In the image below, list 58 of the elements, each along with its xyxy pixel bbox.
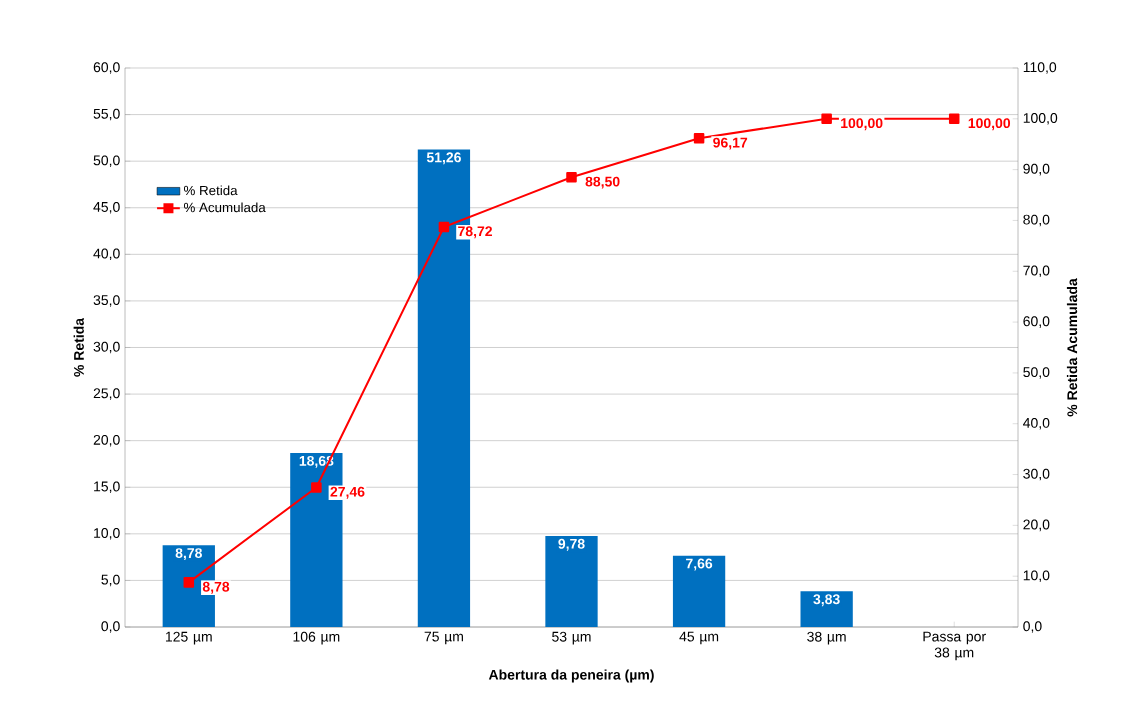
data-label: 51,26	[426, 152, 461, 165]
y-tick-label: 10,0	[94, 528, 120, 540]
x-tick-label: 75 µm	[424, 631, 463, 645]
y2-tick-label: 100,0	[1023, 113, 1058, 125]
point	[311, 482, 322, 493]
y2-tick-label: 80,0	[1023, 214, 1050, 227]
y2-tick-label: 20,0	[1023, 519, 1050, 532]
x-tick-label: 125 µm	[165, 631, 212, 645]
bar	[545, 535, 598, 627]
y2-axis-title: % Retida Acumulada	[1066, 278, 1078, 417]
y-tick-label: 20,0	[93, 434, 120, 447]
point	[821, 113, 832, 125]
legend-label: % Acumulada	[183, 202, 266, 213]
y-tick-label: 25,0	[93, 388, 120, 400]
x-tick-label: 45 µm	[679, 631, 719, 645]
x-tick-label: 106 µm	[293, 631, 340, 645]
data-label: 9,78	[558, 538, 585, 551]
x-tick-label: Passa por 38 µm	[923, 631, 986, 661]
legend-label: % Retida	[183, 185, 238, 196]
data-label: 96,17	[713, 137, 748, 150]
point	[183, 577, 195, 588]
data-label: 100,00	[968, 118, 1011, 131]
point	[438, 221, 450, 233]
y2-tick-label: 0,0	[1023, 621, 1042, 633]
data-label: 27,46	[330, 486, 365, 499]
y-tick-label: 5,0	[101, 574, 120, 587]
y-tick-label: 55,0	[93, 108, 120, 121]
y-tick-label: 0,0	[101, 621, 120, 633]
y-tick-label: 40,0	[93, 248, 120, 261]
y2-tick-label: 70,0	[1023, 265, 1050, 278]
y2-tick-label: 90,0	[1023, 163, 1050, 176]
y-tick-label: 15,0	[94, 481, 120, 494]
y-tick-label: 60,0	[93, 62, 120, 74]
data-label: 7,66	[686, 558, 713, 571]
y2-tick-label: 110,0	[1023, 62, 1057, 74]
y-tick-label: 35,0	[93, 295, 120, 307]
x-tick-label: 38 µm	[807, 631, 846, 645]
y-axis-title: % Retida	[73, 317, 84, 377]
data-label: 78,72	[458, 226, 492, 239]
point	[948, 113, 960, 125]
y-tick-label: 30,0	[93, 341, 120, 354]
y2-tick-label: 50,0	[1023, 367, 1050, 379]
point	[693, 133, 705, 144]
point	[566, 171, 577, 183]
data-label: 8,78	[202, 581, 230, 594]
x-axis-title: Abertura da peneira (µm)	[488, 669, 654, 683]
data-label: 88,50	[585, 176, 620, 189]
y-tick-label: 45,0	[93, 201, 120, 214]
y2-tick-label: 40,0	[1023, 417, 1050, 430]
data-label: 3,83	[813, 594, 840, 607]
data-label: 8,78	[175, 548, 202, 561]
y2-tick-label: 30,0	[1023, 468, 1050, 481]
bar	[672, 555, 726, 627]
y2-tick-label: 60,0	[1023, 316, 1050, 328]
y2-tick-label: 10,0	[1023, 570, 1050, 582]
y-tick-label: 50,0	[93, 155, 120, 167]
data-label: 100,00	[841, 118, 883, 131]
x-tick-label: 53 µm	[552, 631, 591, 645]
